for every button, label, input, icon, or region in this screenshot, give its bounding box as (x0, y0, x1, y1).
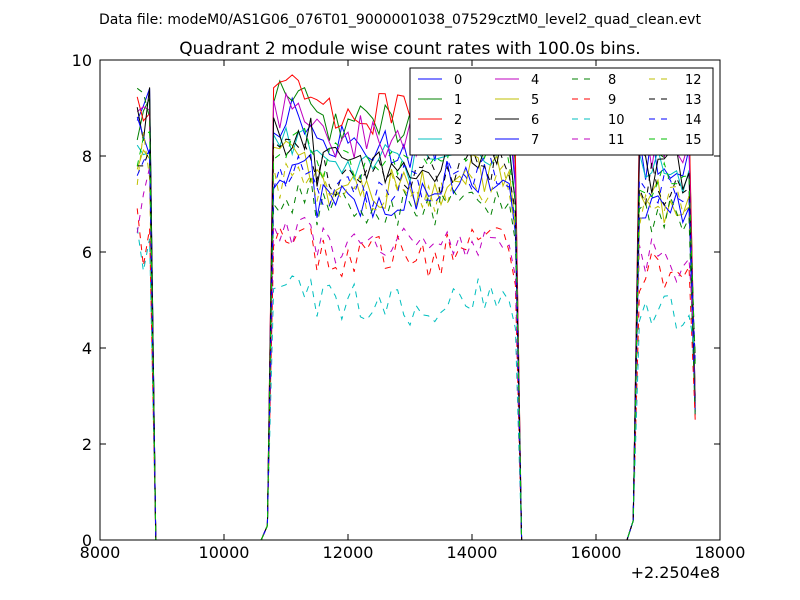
x-axis-offset-label: +2.2504e8 (631, 563, 720, 582)
x-tick-label: 16000 (571, 543, 622, 562)
legend-label-15: 15 (685, 133, 702, 148)
y-tick-label: 6 (82, 243, 92, 262)
x-tick-label: 12000 (323, 543, 374, 562)
legend-label-5: 5 (531, 93, 539, 108)
chart-suptitle: Data file: modeM0/AS1G06_076T01_90000010… (99, 12, 701, 28)
plot-frame (99, 59, 721, 541)
x-tick-label: 8000 (80, 543, 121, 562)
legend-label-13: 13 (685, 93, 702, 108)
series-line-9 (136, 208, 696, 540)
legend-label-2: 2 (454, 113, 462, 128)
legend-label-9: 9 (608, 93, 616, 108)
series-line-11 (136, 167, 696, 540)
legend-label-0: 0 (454, 73, 462, 88)
x-tick-label: 14000 (447, 543, 498, 562)
y-tick-label: 10 (72, 51, 92, 70)
y-tick-label: 8 (82, 147, 92, 166)
y-tick-label: 2 (82, 435, 92, 454)
legend-label-4: 4 (531, 73, 539, 88)
series-line-13 (137, 138, 696, 540)
legend-label-6: 6 (531, 113, 539, 128)
legend-label-1: 1 (454, 93, 462, 108)
legend-label-11: 11 (608, 133, 625, 148)
y-tick-label: 4 (82, 339, 92, 358)
series-line-14 (136, 148, 696, 540)
chart-title: Quadrant 2 module wise count rates with … (179, 39, 640, 59)
legend-label-7: 7 (531, 133, 539, 148)
x-tick-label: 18000 (695, 543, 746, 562)
legend-label-14: 14 (685, 113, 702, 128)
legend-label-8: 8 (608, 73, 616, 88)
legend-label-12: 12 (685, 73, 702, 88)
x-tick-label: 10000 (199, 543, 250, 562)
y-tick-label: 0 (82, 531, 92, 550)
legend-label-10: 10 (608, 113, 625, 128)
legend-box (409, 67, 714, 156)
legend-label-3: 3 (454, 133, 462, 148)
series-line-12 (136, 132, 696, 540)
